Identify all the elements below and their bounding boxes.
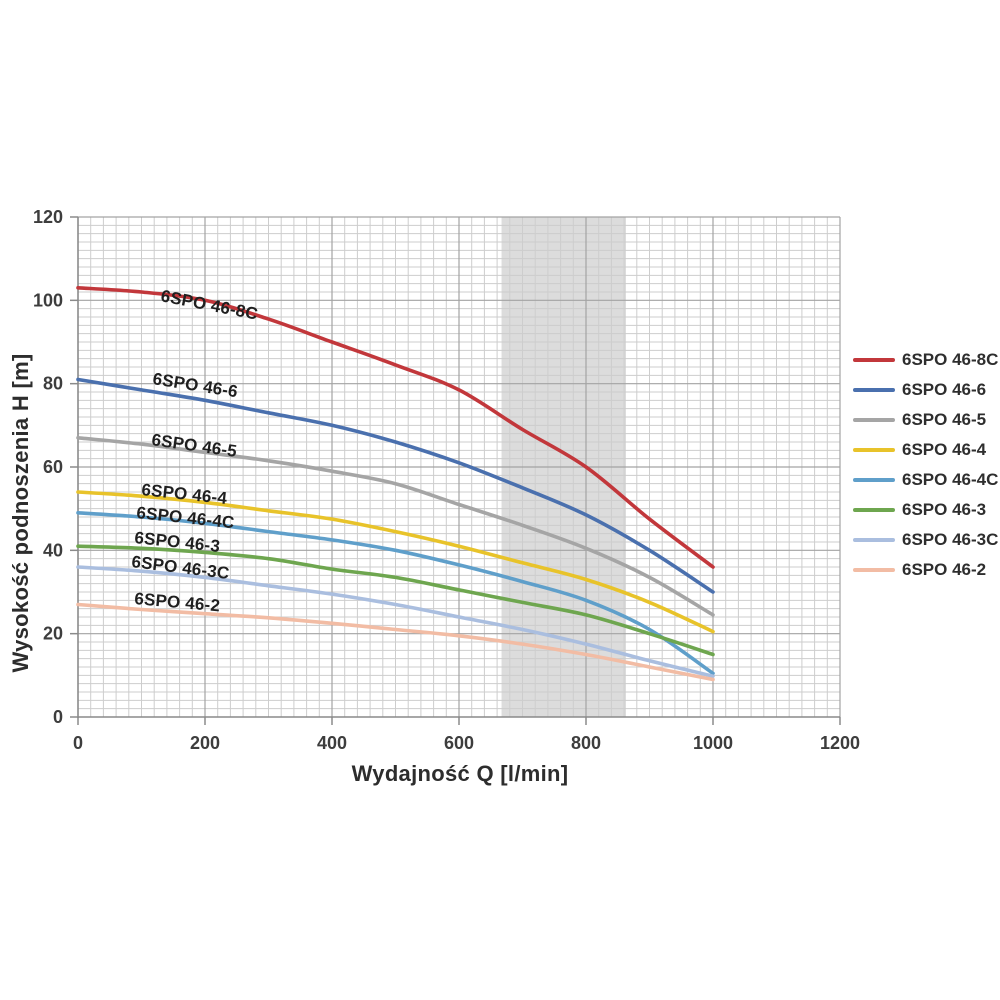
x-tick-label: 200 bbox=[190, 733, 220, 753]
legend-label-6spo-46-8c: 6SPO 46-8C bbox=[902, 350, 999, 369]
curve-6spo-46-3 bbox=[76, 544, 715, 657]
x-axis-title: Wydajność Q [l/min] bbox=[351, 761, 569, 786]
x-tick-label: 0 bbox=[73, 733, 83, 753]
legend-swatch-6spo-46-3c bbox=[853, 538, 895, 542]
curve-6spo-46-8c bbox=[76, 286, 715, 569]
legend-label-6spo-46-6: 6SPO 46-6 bbox=[902, 380, 987, 399]
y-tick-label: 40 bbox=[43, 540, 63, 560]
legend-item-6spo-46-4: 6SPO 46-4 bbox=[853, 435, 998, 465]
x-tick-label: 1000 bbox=[693, 733, 733, 753]
y-tick-label: 120 bbox=[33, 207, 63, 227]
curve-6spo-46-6 bbox=[76, 377, 715, 594]
curve-label-6spo-46-5: 6SPO 46-5 bbox=[150, 430, 238, 461]
curve-6spo-46-5 bbox=[76, 436, 715, 617]
y-axis-title: Wysokość podnoszenia H [m] bbox=[8, 353, 33, 673]
x-tick-label: 600 bbox=[444, 733, 474, 753]
x-tick-label: 1200 bbox=[820, 733, 860, 753]
curve-6spo-46-2 bbox=[76, 602, 715, 682]
legend-label-6spo-46-5: 6SPO 46-5 bbox=[902, 410, 987, 429]
legend-swatch-6spo-46-2 bbox=[853, 568, 895, 572]
curve-label-6spo-46-6: 6SPO 46-6 bbox=[151, 369, 239, 401]
legend-swatch-6spo-46-4 bbox=[853, 448, 895, 452]
legend-label-6spo-46-3: 6SPO 46-3 bbox=[902, 500, 987, 519]
legend-item-6spo-46-3c: 6SPO 46-3C bbox=[853, 525, 998, 555]
y-tick-label: 80 bbox=[43, 374, 63, 394]
y-tick-label: 20 bbox=[43, 624, 63, 644]
x-tick-label: 400 bbox=[317, 733, 347, 753]
legend-swatch-6spo-46-3 bbox=[853, 508, 895, 512]
legend-item-6spo-46-8c: 6SPO 46-8C bbox=[853, 345, 998, 375]
curve-6spo-46-3c bbox=[76, 565, 715, 678]
legend-swatch-6spo-46-4c bbox=[853, 478, 895, 482]
legend-item-6spo-46-3: 6SPO 46-3 bbox=[853, 495, 998, 525]
legend-item-6spo-46-4c: 6SPO 46-4C bbox=[853, 465, 998, 495]
x-tick-label: 800 bbox=[571, 733, 601, 753]
legend-label-6spo-46-4: 6SPO 46-4 bbox=[902, 440, 987, 459]
curve-label-6spo-46-3c: 6SPO 46-3C bbox=[131, 552, 231, 583]
legend-label-6spo-46-2: 6SPO 46-2 bbox=[902, 560, 987, 579]
legend: 6SPO 46-8C 6SPO 46-6 6SPO 46-5 6SPO 46-4 6SP… bbox=[853, 345, 998, 585]
legend-swatch-6spo-46-6 bbox=[853, 388, 895, 392]
curve-label-6spo-46-4c: 6SPO 46-4C bbox=[136, 503, 236, 532]
y-tick-label: 0 bbox=[53, 707, 63, 727]
y-tick-label: 60 bbox=[43, 457, 63, 477]
legend-swatch-6spo-46-5 bbox=[853, 418, 895, 422]
legend-label-6spo-46-4c: 6SPO 46-4C bbox=[902, 470, 999, 489]
y-tick-label: 100 bbox=[33, 290, 63, 310]
legend-item-6spo-46-2: 6SPO 46-2 bbox=[853, 555, 998, 585]
legend-swatch-6spo-46-8c bbox=[853, 358, 895, 362]
curve-6spo-46-4 bbox=[76, 490, 715, 634]
legend-label-6spo-46-3c: 6SPO 46-3C bbox=[902, 530, 999, 549]
legend-item-6spo-46-5: 6SPO 46-5 bbox=[853, 405, 998, 435]
legend-item-6spo-46-6: 6SPO 46-6 bbox=[853, 375, 998, 405]
curve-6spo-46-4c bbox=[76, 510, 715, 676]
